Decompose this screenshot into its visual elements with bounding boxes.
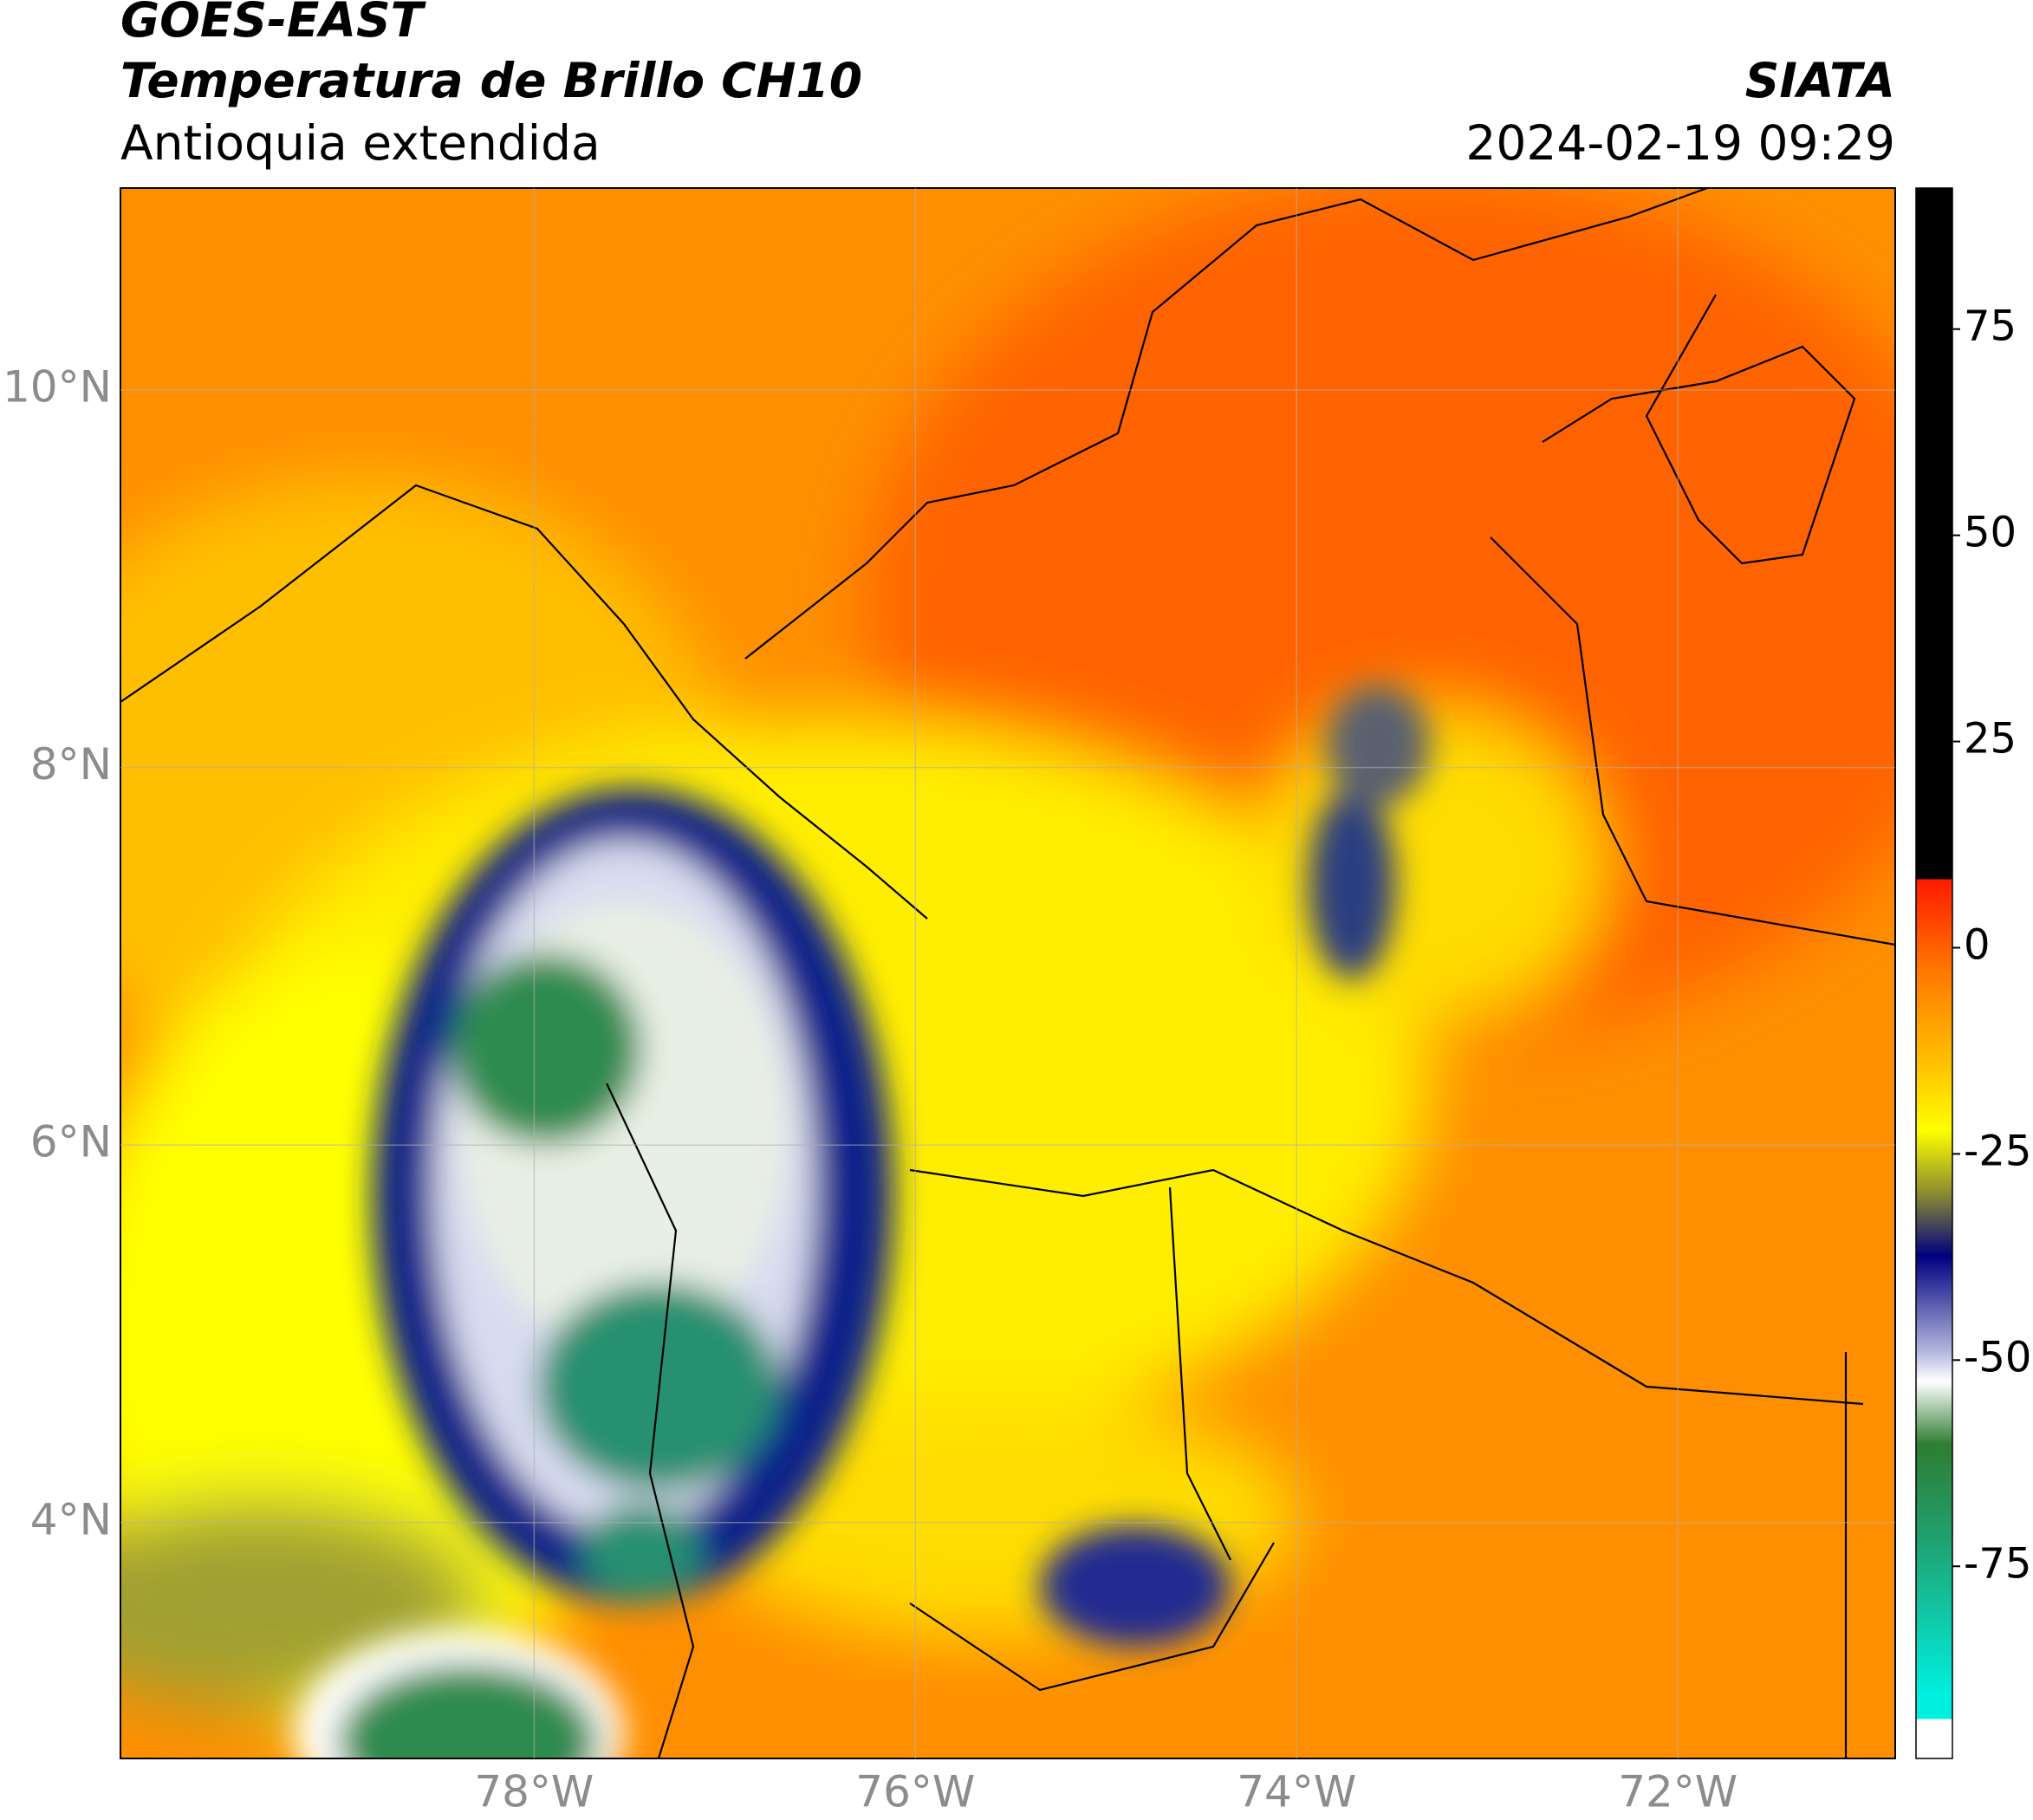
map-frame	[120, 187, 1896, 1759]
colorbar-tick-label: -25	[1964, 1127, 2031, 1175]
subtitle: Antioquia extendida	[120, 115, 601, 171]
y-tick-label: 4°N	[30, 1494, 112, 1544]
borders	[606, 1082, 1864, 1758]
x-tick-label: 78°W	[474, 1767, 594, 1817]
y-tick-label: 10°N	[3, 362, 112, 413]
datetime: 2024-02-19 09:29	[1465, 115, 1895, 171]
title-line: GOES-EAST	[120, 0, 427, 48]
x-tick-label: 74°W	[1237, 1767, 1356, 1817]
colorbar-tick-label: 50	[1964, 509, 2017, 557]
colorbar-tick-label: 75	[1964, 302, 2017, 351]
title-line: Temperatura de Brillo CH10	[120, 53, 862, 108]
colorbar-tick-label: 0	[1964, 920, 1991, 969]
y-tick-label: 8°N	[30, 739, 112, 790]
colorbar	[1915, 187, 1953, 1759]
y-tick-label: 6°N	[30, 1117, 112, 1167]
colorbar-tick-label: -75	[1964, 1539, 2031, 1588]
source: SIATA	[1745, 53, 1895, 108]
x-tick-label: 72°W	[1618, 1767, 1737, 1817]
x-tick-label: 76°W	[855, 1767, 975, 1817]
map-image	[120, 188, 1895, 1758]
colorbar-tick-label: 25	[1964, 715, 2017, 764]
borders	[120, 188, 1895, 946]
colorbar-tick-label: -50	[1964, 1333, 2031, 1381]
